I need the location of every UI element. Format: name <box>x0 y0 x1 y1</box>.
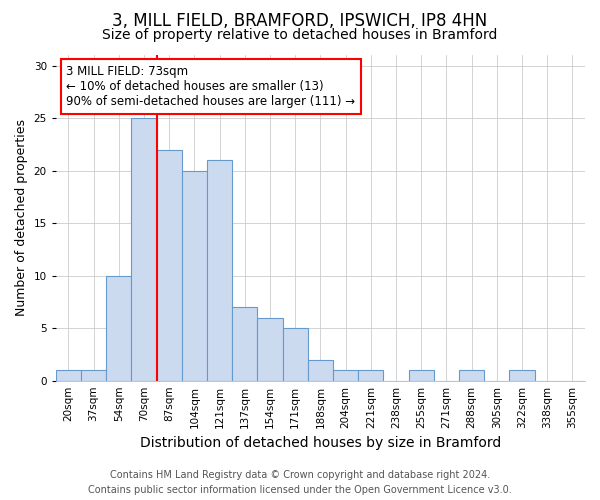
Bar <box>207 160 232 380</box>
Bar <box>308 360 333 380</box>
Bar <box>283 328 308 380</box>
Bar <box>56 370 81 380</box>
Bar <box>409 370 434 380</box>
Bar <box>182 170 207 380</box>
Bar <box>509 370 535 380</box>
Bar <box>131 118 157 380</box>
Text: 3 MILL FIELD: 73sqm
← 10% of detached houses are smaller (13)
90% of semi-detach: 3 MILL FIELD: 73sqm ← 10% of detached ho… <box>67 65 356 108</box>
Text: Size of property relative to detached houses in Bramford: Size of property relative to detached ho… <box>103 28 497 42</box>
Bar <box>459 370 484 380</box>
Bar <box>358 370 383 380</box>
Bar <box>257 318 283 380</box>
Bar <box>81 370 106 380</box>
Text: Contains HM Land Registry data © Crown copyright and database right 2024.
Contai: Contains HM Land Registry data © Crown c… <box>88 470 512 495</box>
X-axis label: Distribution of detached houses by size in Bramford: Distribution of detached houses by size … <box>140 436 501 450</box>
Y-axis label: Number of detached properties: Number of detached properties <box>15 120 28 316</box>
Text: 3, MILL FIELD, BRAMFORD, IPSWICH, IP8 4HN: 3, MILL FIELD, BRAMFORD, IPSWICH, IP8 4H… <box>112 12 488 30</box>
Bar <box>157 150 182 380</box>
Bar <box>232 307 257 380</box>
Bar <box>106 276 131 380</box>
Bar <box>333 370 358 380</box>
